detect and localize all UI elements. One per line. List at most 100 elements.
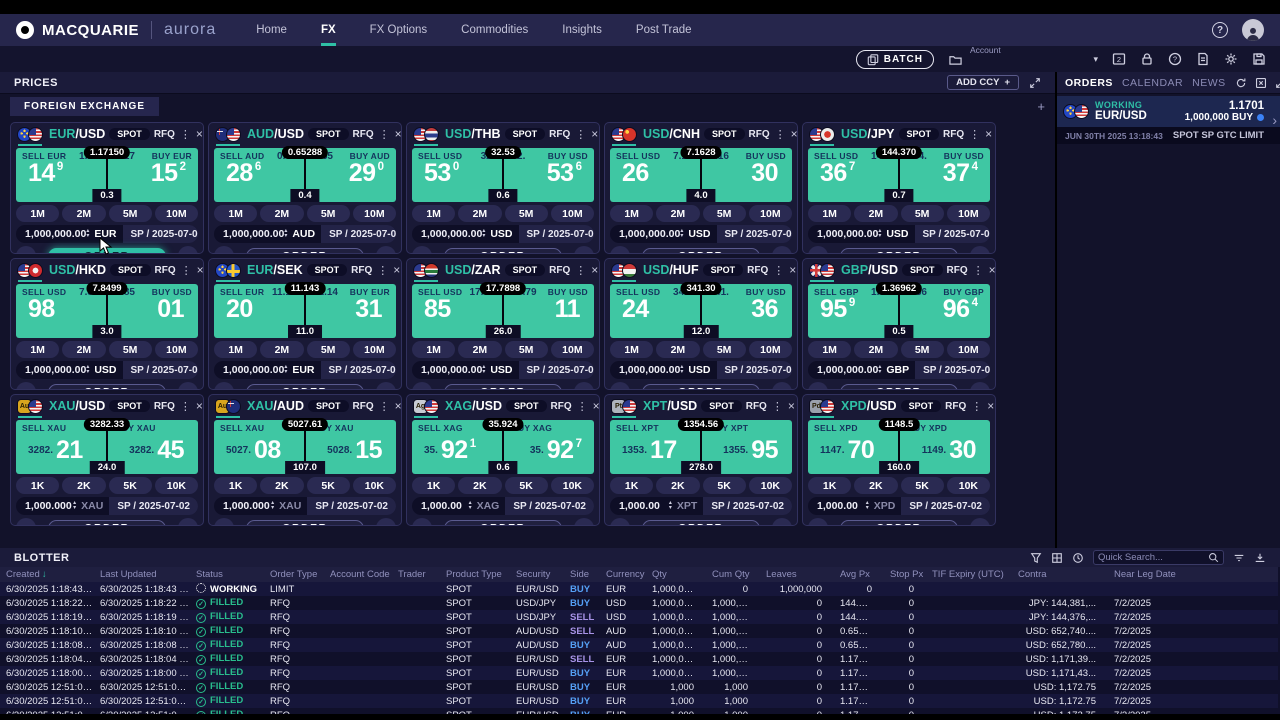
amount-preset-button[interactable]: 10K	[946, 477, 990, 494]
layout-windows-icon[interactable]: 2	[1112, 52, 1126, 66]
tile-menu-icon[interactable]: ⋮	[773, 264, 785, 277]
amount-input[interactable]: 1,000,000.00	[817, 364, 879, 376]
amount-preset-button[interactable]: 5M	[108, 205, 152, 222]
tile-close-icon[interactable]: ×	[394, 399, 402, 413]
amount-stepper[interactable]: ▴ ▾	[866, 500, 869, 511]
tile-close-icon[interactable]: ×	[592, 399, 600, 413]
blotter-row[interactable]: 6/30/2025 1:18:10 PM 6/30/2025 1:18:10 P…	[0, 624, 1278, 638]
dealt-currency-label[interactable]: USD	[94, 364, 117, 376]
amount-stepper[interactable]: ▴ ▾	[284, 228, 287, 239]
order-button[interactable]: ORDER	[246, 519, 364, 525]
settlement-date[interactable]: SP / 2025-07-02	[901, 497, 990, 515]
amount-stepper[interactable]: ▴ ▾	[86, 364, 89, 375]
order-button[interactable]: ORDER	[642, 519, 760, 525]
order-form-left-icon[interactable]: ≡‹	[808, 518, 828, 525]
amount-input[interactable]: 1,000,000.00	[421, 228, 483, 240]
col-contra[interactable]: Contra	[1012, 567, 1108, 582]
buy-button[interactable]: 341.BUY USD 341.36	[710, 287, 787, 335]
amount-preset-button[interactable]: 5K	[108, 477, 152, 494]
expand-icon[interactable]	[1029, 77, 1041, 89]
tile-close-icon[interactable]: ×	[591, 263, 599, 277]
col-avg-px[interactable]: Avg Px	[834, 567, 884, 582]
tenor-spot-pill[interactable]: SPOT	[505, 400, 547, 412]
blotter-row[interactable]: 6/30/2025 12:51:07 PM 6/30/2025 12:51:07…	[0, 680, 1278, 694]
amount-input[interactable]: 1,000,000.00	[223, 228, 285, 240]
rfq-button[interactable]: RFQ	[549, 128, 571, 140]
amount-preset-button[interactable]: 1M	[214, 341, 258, 358]
amount-preset-button[interactable]: 2K	[854, 477, 898, 494]
save-icon[interactable]	[1252, 52, 1266, 66]
order-form-left-icon[interactable]: ≡‹	[214, 246, 234, 253]
filter-icon[interactable]	[1030, 552, 1042, 564]
tile-menu-icon[interactable]: ⋮	[576, 400, 588, 413]
nav-tab-commodities[interactable]: Commodities	[461, 24, 529, 36]
settlement-date[interactable]: SP / 2025-07-03	[122, 361, 198, 379]
col-leaves[interactable]: Leaves	[760, 567, 834, 582]
rfq-button[interactable]: RFQ	[351, 264, 373, 276]
amount-preset-button[interactable]: 10M	[946, 341, 990, 358]
order-form-right-icon[interactable]: ›≡	[772, 518, 792, 525]
dealt-currency-label[interactable]: XAU	[81, 500, 104, 512]
rfq-button[interactable]: RFQ	[549, 264, 571, 276]
amount-preset-button[interactable]: 1K	[214, 477, 258, 494]
rfq-button[interactable]: RFQ	[153, 400, 175, 412]
col-last-updated[interactable]: Last Updated	[94, 567, 190, 582]
tile-menu-icon[interactable]: ⋮	[771, 400, 783, 413]
nav-tab-fx[interactable]: FX	[320, 14, 336, 46]
user-avatar[interactable]	[1242, 19, 1264, 41]
amount-input[interactable]: 1,000.00	[619, 500, 660, 512]
tenor-spot-pill[interactable]: SPOT	[900, 400, 942, 412]
settlement-date[interactable]: SP / 2025-07-02	[518, 361, 594, 379]
add-ccy-button[interactable]: ADD CCY +	[947, 75, 1019, 90]
tile-menu-icon[interactable]: ⋮	[575, 264, 587, 277]
amount-preset-button[interactable]: 1M	[808, 341, 852, 358]
order-form-right-icon[interactable]: ›≡	[970, 518, 990, 525]
col-account-code[interactable]: Account Code	[324, 567, 392, 582]
tile-close-icon[interactable]: ×	[195, 127, 203, 141]
tile-menu-icon[interactable]: ⋮	[969, 128, 981, 141]
buy-button[interactable]: 5028.BUY XAU 5028.15	[313, 423, 383, 464]
dealt-currency-label[interactable]: AUD	[292, 228, 316, 240]
order-form-left-icon[interactable]: ≡‹	[214, 382, 234, 389]
amount-preset-button[interactable]: 5M	[108, 341, 152, 358]
blotter-row[interactable]: 6/30/2025 1:18:22 PM 6/30/2025 1:18:22 P…	[0, 596, 1278, 610]
order-button[interactable]: ORDER	[246, 247, 364, 253]
order-button[interactable]: ORDER	[840, 247, 958, 253]
amount-input[interactable]: 1,000.00	[421, 500, 462, 512]
settlement-date[interactable]: SP / 2025-07-02	[122, 225, 198, 243]
amount-preset-button[interactable]: 5M	[504, 205, 548, 222]
buy-button[interactable]: 144.BUY USD 144.374	[908, 151, 985, 199]
amount-stepper[interactable]: ▴ ▾	[73, 500, 76, 511]
settlement-date[interactable]: SP / 2025-07-02	[109, 497, 198, 515]
cancel-all-icon[interactable]	[1255, 77, 1267, 89]
blotter-row[interactable]: 6/30/2025 1:18:08 PM 6/30/2025 1:18:08 P…	[0, 638, 1278, 652]
amount-preset-button[interactable]: 5M	[702, 205, 746, 222]
amount-preset-button[interactable]: 10M	[946, 205, 990, 222]
amount-preset-button[interactable]: 1M	[412, 205, 456, 222]
amount-input[interactable]: 1,000,000.00	[619, 228, 681, 240]
settlement-date[interactable]: SP / 2025-07-03	[716, 225, 792, 243]
rfq-button[interactable]: RFQ	[745, 400, 767, 412]
amount-stepper[interactable]: ▴ ▾	[878, 364, 881, 375]
order-form-left-icon[interactable]: ≡‹	[610, 518, 630, 525]
settlement-date[interactable]: SP / 2025-07-02	[915, 361, 990, 379]
nav-tab-home[interactable]: Home	[256, 24, 287, 36]
amount-preset-button[interactable]: 2M	[458, 205, 502, 222]
settlement-date[interactable]: SP / 2025-07-02	[703, 497, 792, 515]
order-form-right-icon[interactable]: ›≡	[376, 246, 396, 253]
tile-close-icon[interactable]: ×	[394, 127, 402, 141]
order-button[interactable]: ORDER	[840, 519, 958, 525]
amount-preset-button[interactable]: 10M	[154, 341, 198, 358]
settlement-date[interactable]: SP / 2025-07-02	[321, 225, 396, 243]
blotter-row[interactable]: 6/30/2025 1:18:04 PM 6/30/2025 1:18:04 P…	[0, 652, 1278, 666]
amount-preset-button[interactable]: 2M	[854, 205, 898, 222]
